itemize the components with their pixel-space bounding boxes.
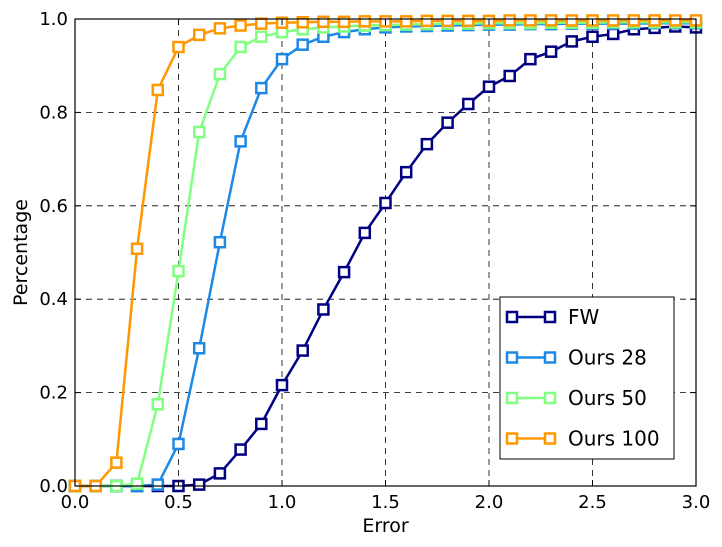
data-point: [565, 35, 579, 48]
data-point: [172, 437, 185, 451]
legend-entry: FW: [505, 305, 600, 329]
legend-entry: Ours 100: [505, 427, 660, 451]
legend-label: Ours 50: [568, 386, 647, 410]
data-point: [234, 443, 247, 456]
data-point: [255, 417, 268, 431]
x-axis-label: Error: [362, 515, 409, 537]
data-point: [192, 478, 206, 491]
legend-marker: [543, 351, 557, 364]
data-point: [317, 15, 330, 29]
data-point: [524, 14, 537, 27]
ticks: [74, 18, 697, 487]
legend-marker: [505, 391, 519, 405]
data-point: [213, 22, 227, 35]
data-point: [151, 478, 165, 491]
data-point: [503, 69, 516, 83]
legend-label: Ours 100: [568, 427, 660, 451]
data-point: [151, 398, 165, 411]
legend-marker: [505, 351, 519, 364]
data-point: [213, 235, 227, 249]
data-point: [337, 265, 351, 279]
y-tick-label: 0.2: [39, 383, 68, 404]
data-point: [648, 14, 661, 27]
data-point: [317, 303, 330, 316]
data-point: [296, 38, 309, 51]
data-point: [420, 14, 434, 28]
legend-marker: [543, 310, 557, 324]
data-point: [296, 344, 309, 357]
data-point: [358, 15, 372, 28]
data-point: [151, 83, 165, 97]
data-point: [234, 40, 247, 54]
x-tick-label: 3.0: [682, 492, 711, 513]
data-point: [337, 15, 351, 29]
y-tick-label: 1.0: [39, 9, 68, 30]
data-point: [172, 40, 185, 54]
grid: [75, 19, 696, 486]
data-point: [379, 196, 392, 210]
data-point: [586, 30, 599, 43]
data-point: [524, 52, 537, 66]
data-point: [462, 14, 475, 28]
legend-label: FW: [568, 305, 600, 329]
y-axis-label: Percentage: [10, 199, 32, 306]
y-tick-label: 0.6: [39, 196, 68, 217]
data-point: [172, 264, 185, 278]
data-point: [606, 27, 620, 41]
data-point: [462, 97, 475, 111]
legend-marker: [543, 432, 557, 445]
data-point: [275, 52, 289, 66]
legend-entry: Ours 28: [505, 346, 647, 370]
data-point: [358, 226, 372, 240]
data-point: [192, 28, 206, 42]
data-point: [544, 14, 558, 27]
y-tick-label: 0.0: [39, 476, 68, 497]
data-point: [441, 14, 454, 28]
data-point: [399, 15, 413, 28]
legend-label: Ours 28: [568, 346, 647, 370]
data-point: [503, 14, 516, 27]
data-point: [234, 19, 247, 32]
data-point: [627, 14, 641, 27]
data-point: [606, 14, 620, 27]
legend-marker: [543, 391, 557, 405]
x-tick-label: 1.0: [268, 492, 297, 513]
data-point: [669, 14, 682, 27]
x-tick-label: 2.5: [578, 492, 607, 513]
data-point: [296, 16, 309, 29]
data-point: [234, 135, 247, 148]
x-tick-label: 0.5: [164, 492, 193, 513]
x-tick-label: 2.0: [475, 492, 504, 513]
data-point: [213, 67, 227, 81]
data-point: [110, 456, 123, 469]
data-point: [255, 17, 268, 30]
data-point: [275, 378, 289, 392]
data-point: [482, 80, 496, 93]
x-tick-label: 1.5: [371, 492, 400, 513]
legend: FW Ours 28 Ours 50 Ours 100: [499, 296, 675, 460]
data-point: [213, 467, 227, 480]
y-tick-label: 0.8: [39, 102, 68, 123]
legend-marker: [505, 432, 519, 445]
data-point: [544, 45, 558, 58]
tick-labels: 0.0 0.5 1.0 1.5 2.0 2.5 3.0 0.0 0.2 0.4 0.6 0.8 1.0: [39, 9, 710, 513]
x-tick-label: 0.0: [61, 492, 90, 513]
data-point: [255, 30, 268, 43]
data-point: [192, 341, 206, 355]
data-point: [420, 137, 434, 151]
data-point: [130, 477, 144, 490]
legend-marker: [505, 310, 519, 324]
data-point: [399, 165, 413, 179]
legend-entry: Ours 50: [505, 386, 647, 410]
data-point: [565, 14, 579, 27]
data-point: [130, 242, 144, 256]
data-point: [192, 125, 206, 139]
y-tick-label: 0.4: [39, 289, 68, 310]
legend-box: [499, 296, 675, 460]
data-point: [255, 81, 268, 95]
data-point: [441, 116, 454, 129]
